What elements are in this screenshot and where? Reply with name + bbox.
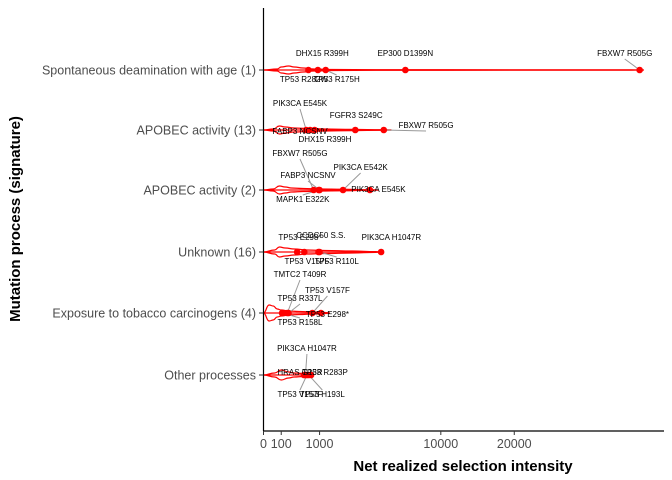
point-label: DHX15 R399H xyxy=(298,135,351,144)
point-label: PIK3CA H1047R xyxy=(277,344,337,353)
point-label: TP53 R282W xyxy=(280,75,328,84)
y-tick-label: APOBEC activity (13) xyxy=(137,124,256,138)
point-label: EP300 D1399N xyxy=(378,49,434,58)
data-point xyxy=(278,309,286,317)
violins xyxy=(263,65,644,381)
x-ticks: 0 100 1000 10000 20000 xyxy=(260,431,532,451)
point-label: PIK3CA E545K xyxy=(351,185,406,194)
point-label: FABP3 NCSNV xyxy=(280,171,336,180)
y-tick-label: Other processes xyxy=(164,369,256,383)
data-point xyxy=(314,66,322,74)
point-label: DHX15 R399H xyxy=(296,49,349,58)
x-tick-label: 1000 xyxy=(306,437,334,451)
data-point xyxy=(305,66,312,74)
y-ticks: Spontaneous deamination with age (1) APOB… xyxy=(42,64,264,383)
data-point xyxy=(380,126,388,134)
point-label: PIK3CA E542K xyxy=(333,163,388,172)
data-point xyxy=(317,309,325,317)
data-point xyxy=(351,126,359,134)
point-label: TP53 E298* xyxy=(278,233,321,242)
point-label: TP53 R175H xyxy=(313,75,359,84)
label-leader-line xyxy=(286,279,301,314)
x-tick-label: 0 xyxy=(260,437,267,451)
y-axis-title: Mutation process (signature) xyxy=(7,116,24,322)
data-point xyxy=(316,248,323,256)
label-leader-line xyxy=(299,158,315,191)
data-point xyxy=(305,371,313,379)
point-label: TP53 E298* xyxy=(306,310,349,319)
data-point xyxy=(315,186,323,194)
leader-lines xyxy=(281,58,640,391)
label-leader-line xyxy=(304,353,308,376)
x-tick-label: 10000 xyxy=(423,437,458,451)
x-axis-title: Net realized selection intensity xyxy=(353,458,573,475)
y-tick-label: Unknown (16) xyxy=(178,246,256,260)
point-label: PIK3CA E545K xyxy=(273,99,328,108)
point-label: MAPK1 E322K xyxy=(276,195,330,204)
data-point xyxy=(366,186,374,194)
y-tick-label: APOBEC activity (2) xyxy=(143,184,256,198)
y-tick-label: Exposure to tobacco carcinogens (4) xyxy=(52,307,256,321)
data-point xyxy=(636,66,643,74)
data-points xyxy=(278,66,643,379)
point-label: FBXW7 R505G xyxy=(398,121,453,130)
data-point xyxy=(377,248,385,256)
label-leader-line xyxy=(383,129,427,132)
y-tick-label: Spontaneous deamination with age (1) xyxy=(42,64,256,78)
point-label: TP53 R337L xyxy=(278,294,323,303)
point-label: HRAS G13R xyxy=(277,368,323,377)
x-tick-label: 100 xyxy=(271,437,292,451)
point-label: FBXW7 R505G xyxy=(597,49,652,58)
data-point xyxy=(402,66,409,74)
point-label: TP53 R283P xyxy=(302,368,348,377)
point-label: TP53 H193L xyxy=(300,390,345,399)
point-label: TP53 V157F xyxy=(284,257,329,266)
point-label: FBXW7 R505G xyxy=(272,149,327,158)
point-label: TP53 R158L xyxy=(278,318,323,327)
point-label: PIK3CA H1047R xyxy=(362,233,422,242)
data-point xyxy=(301,248,308,256)
point-label: FGFR3 S249C xyxy=(330,111,383,120)
data-point xyxy=(293,248,301,256)
data-point xyxy=(310,186,317,194)
point-label: TP53 R110L xyxy=(314,257,359,266)
point-label: TP53 V157F xyxy=(305,286,350,295)
label-leader-line xyxy=(342,172,361,191)
label-leader-line xyxy=(299,108,307,131)
data-point xyxy=(309,309,316,317)
point-label: FABP3 NCSNV xyxy=(272,127,328,136)
x-tick-label: 20000 xyxy=(497,437,532,451)
data-point xyxy=(322,66,329,74)
point-label: CCDC50 S.S. xyxy=(296,231,345,240)
data-point xyxy=(311,126,318,134)
point-label: TP53 V157F xyxy=(278,390,323,399)
data-point xyxy=(285,309,292,317)
point-label: TMTC2 T409R xyxy=(274,270,327,279)
data-point xyxy=(339,186,347,194)
label-leader-line xyxy=(312,295,328,314)
